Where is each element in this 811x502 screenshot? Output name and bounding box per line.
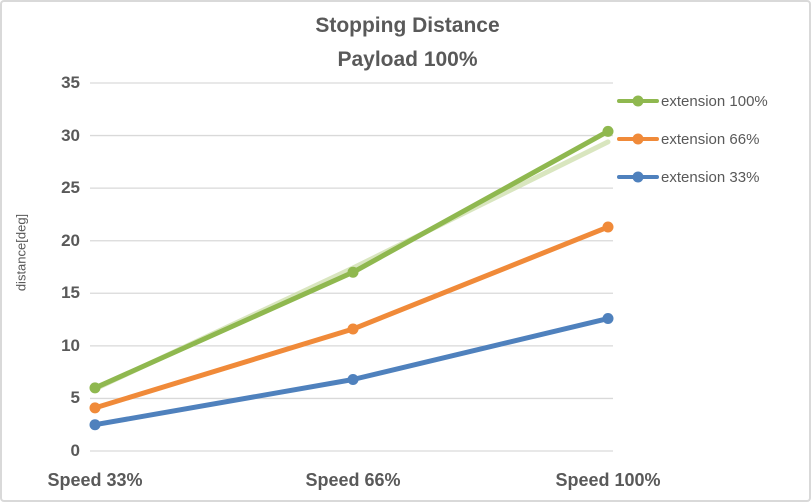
y-tick-label: 20 bbox=[61, 230, 80, 250]
legend-dot-icon bbox=[632, 95, 644, 107]
legend-item: extension 100% bbox=[617, 89, 768, 113]
y-tick-label: 25 bbox=[61, 178, 80, 198]
legend-label: extension 100% bbox=[661, 92, 768, 110]
chart-title: Stopping Distance bbox=[315, 14, 500, 37]
legend-dot-icon bbox=[632, 133, 644, 145]
y-tick-label: 30 bbox=[61, 125, 80, 145]
y-tick-label: 10 bbox=[61, 335, 80, 355]
data-point-extension-66- bbox=[347, 323, 359, 335]
legend-label: extension 66% bbox=[661, 130, 760, 148]
y-tick-label: 35 bbox=[61, 73, 80, 92]
data-point-extension-100- bbox=[347, 266, 359, 278]
y-tick-label: 15 bbox=[61, 283, 80, 303]
y-tick-label: 5 bbox=[70, 388, 80, 408]
legend-line-marker-icon bbox=[617, 95, 659, 107]
data-point-extension-100- bbox=[602, 125, 614, 137]
legend-line-marker-icon bbox=[617, 133, 659, 145]
data-point-extension-66- bbox=[89, 402, 101, 414]
legend: extension 100% extension 66% extension 33% bbox=[617, 89, 768, 189]
legend-line-marker-icon bbox=[617, 171, 659, 183]
data-point-extension-33- bbox=[89, 419, 101, 431]
legend-dot-icon bbox=[632, 171, 644, 183]
data-point-extension-33- bbox=[347, 374, 359, 386]
x-axis-label: Speed 66% bbox=[305, 470, 401, 490]
data-point-extension-33- bbox=[602, 313, 614, 325]
x-axis-label: Speed 33% bbox=[47, 470, 143, 490]
y-tick-label: 0 bbox=[70, 441, 80, 460]
legend-label: extension 33% bbox=[661, 168, 760, 186]
legend-item: extension 33% bbox=[617, 165, 768, 189]
chart-subtitle: Payload 100% bbox=[337, 48, 478, 71]
x-axis-label: Speed 100% bbox=[555, 470, 661, 490]
series-line-extension-33- bbox=[92, 316, 611, 428]
data-point-extension-66- bbox=[602, 221, 614, 233]
data-point-extension-100- bbox=[89, 382, 101, 394]
legend-item: extension 66% bbox=[617, 127, 768, 151]
